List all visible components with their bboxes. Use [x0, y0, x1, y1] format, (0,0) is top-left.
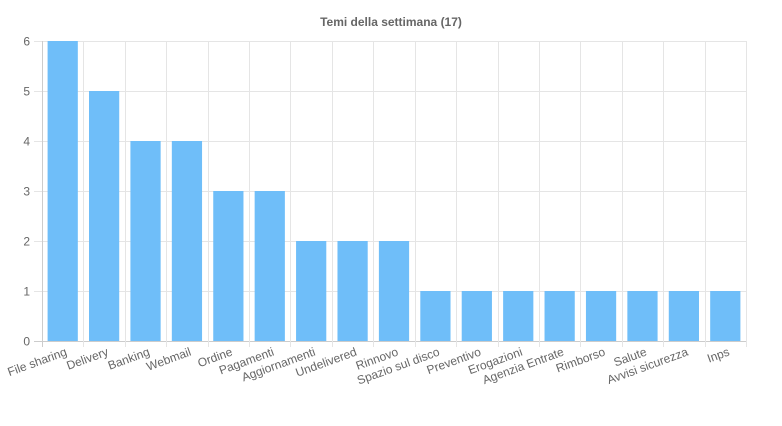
bar-inps[interactable] [710, 291, 741, 341]
y-tick-label: 5 [23, 85, 30, 99]
bar-delivery[interactable] [89, 91, 120, 341]
bar-pagamenti[interactable] [254, 191, 285, 341]
x-tick-label: Delivery [65, 345, 111, 373]
bar-ordine[interactable] [213, 191, 244, 341]
bar-salute[interactable] [627, 291, 658, 341]
bars [47, 41, 741, 341]
x-tick-label: Webmail [145, 345, 193, 374]
chart-title: Temi della settimana (17) [320, 15, 462, 29]
bar-undelivered[interactable] [337, 241, 368, 341]
grid-lines [34, 41, 747, 347]
x-tick-label: Inps [705, 345, 731, 366]
bar-erogazioni[interactable] [503, 291, 534, 341]
y-tick-label: 4 [23, 135, 30, 149]
y-tick-label: 2 [23, 235, 30, 249]
bar-webmail[interactable] [171, 141, 203, 341]
bar-aggiornamenti[interactable] [296, 241, 327, 341]
y-tick-label: 1 [23, 285, 30, 299]
x-tick-label: File sharing [6, 345, 69, 379]
bar-avvisi-sicurezza[interactable] [668, 291, 699, 341]
y-tick-label: 0 [23, 335, 30, 349]
bar-file-sharing[interactable] [47, 41, 78, 341]
y-tick-label: 6 [23, 35, 30, 49]
bar-rinnovo[interactable] [378, 241, 410, 341]
bar-spazio-sul-disco[interactable] [420, 291, 451, 341]
bar-agenzia-entrate[interactable] [544, 291, 575, 341]
bar-rimborso[interactable] [585, 291, 617, 341]
y-tick-label: 3 [23, 185, 30, 199]
bar-preventivo[interactable] [461, 291, 492, 341]
bar-banking[interactable] [130, 141, 161, 341]
y-axis-ticks: 0 1 2 3 4 5 6 [23, 35, 30, 349]
x-tick-label: Banking [106, 345, 152, 373]
